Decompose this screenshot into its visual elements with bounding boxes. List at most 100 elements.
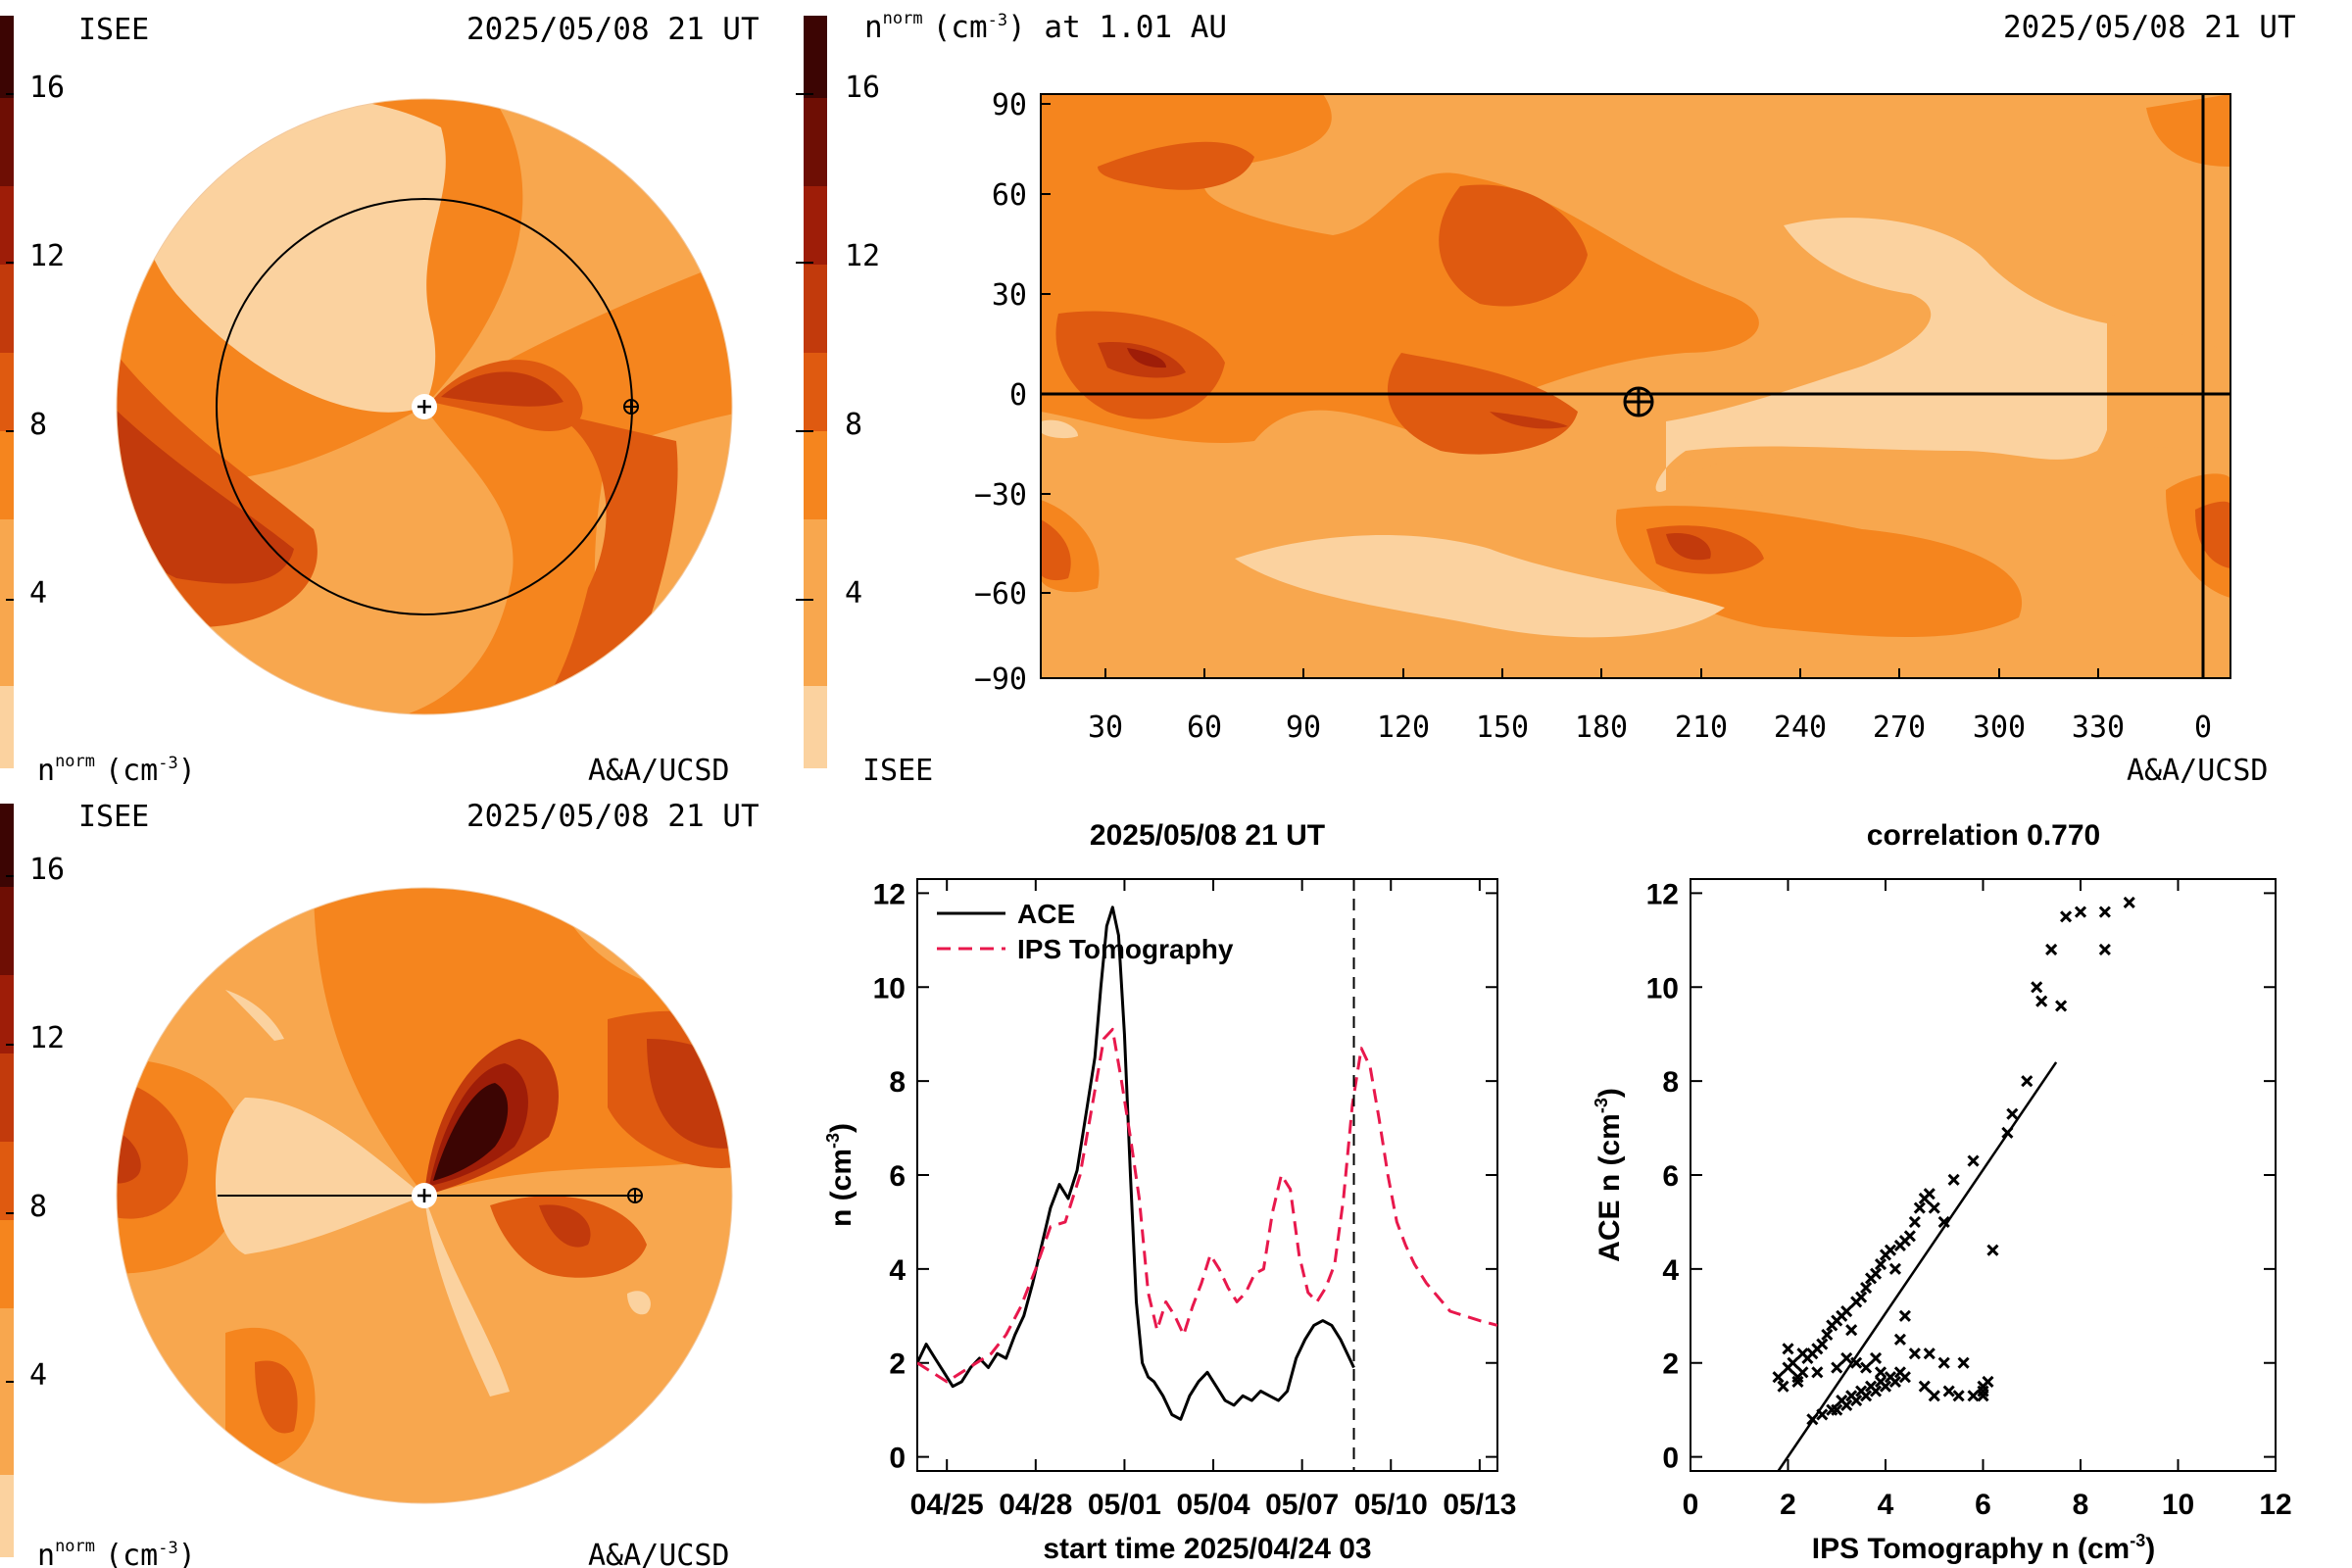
y-tick-label: 10 bbox=[1646, 972, 1679, 1004]
sun-plus-icon bbox=[417, 1189, 431, 1202]
y-tick-label: 6 bbox=[889, 1160, 906, 1193]
scatter-point bbox=[1898, 1309, 1911, 1322]
synoptic-map bbox=[1041, 94, 2230, 678]
colorbar-tick-label: 12 bbox=[29, 1021, 65, 1055]
scatter-point bbox=[2021, 1075, 2034, 1088]
scatter-point bbox=[1967, 1390, 1980, 1402]
sun-plus-icon bbox=[417, 400, 431, 414]
panel-datetime: 2025/05/08 21 UT bbox=[2003, 10, 2296, 45]
y-tick-label: 12 bbox=[1646, 878, 1679, 910]
scatter-point bbox=[1791, 1371, 1804, 1384]
scatter-point bbox=[1869, 1267, 1883, 1280]
scatter-point bbox=[2098, 943, 2111, 956]
scatter-point bbox=[1893, 1333, 1906, 1346]
scatter-point bbox=[1850, 1356, 1863, 1369]
scatter-point bbox=[1787, 1356, 1799, 1369]
x-tick-label: 300 bbox=[1973, 710, 2026, 745]
x-tick-label: 270 bbox=[1873, 710, 1926, 745]
y-tick-label: 0 bbox=[1662, 1443, 1679, 1475]
colorbar-band bbox=[0, 16, 14, 98]
scatter-point bbox=[1860, 1390, 1873, 1402]
x-tick-label: 12 bbox=[2259, 1489, 2291, 1521]
x-tick-label: 6 bbox=[1975, 1489, 1991, 1521]
y-tick-label: 60 bbox=[992, 178, 1027, 213]
scatter-point bbox=[1928, 1390, 1940, 1402]
y-tick-label: −60 bbox=[974, 577, 1027, 612]
x-tick-label: 60 bbox=[1187, 710, 1222, 745]
y-tick-label: 12 bbox=[873, 878, 906, 910]
synoptic-panel: 4 8 12 16 nnorm (cm-3) at 1.01 AU 2025/05… bbox=[796, 9, 2296, 788]
scatter-point bbox=[2055, 1000, 2068, 1012]
y-tick-label: 30 bbox=[992, 278, 1027, 313]
colorbar-tick-label: 16 bbox=[29, 71, 65, 105]
x-tick-label: 05/10 bbox=[1354, 1489, 1428, 1521]
ips-series-line bbox=[917, 1027, 1497, 1384]
colorbar-tick-label: 16 bbox=[29, 853, 65, 887]
colorbar-band bbox=[0, 1308, 14, 1475]
credit-label: A&A/UCSD bbox=[2127, 754, 2269, 788]
colorbar-tick-label: 8 bbox=[845, 408, 862, 442]
scatter-x-label: IPS Tomography n (cm-3) bbox=[1812, 1531, 2156, 1565]
scatter-axes: 0 2 4 6 8 10 12 0 2 4 6 8 10 12 bbox=[1646, 878, 2292, 1521]
colorbar-tick-label: 4 bbox=[29, 1358, 47, 1393]
timeseries-panel: 2025/05/08 21 UT 0 2 4 6 8 10 12 04/25 04/28 05/0… bbox=[823, 819, 1516, 1565]
y-tick-label: 6 bbox=[1662, 1160, 1679, 1193]
y-tick-label: 90 bbox=[992, 88, 1027, 122]
scatter-point bbox=[1772, 1371, 1785, 1384]
x-tick-label: 90 bbox=[1286, 710, 1321, 745]
y-tick-label: −30 bbox=[974, 478, 1027, 513]
scatter-point bbox=[1903, 1230, 1916, 1243]
colorbar-tick-label: 4 bbox=[845, 576, 862, 611]
timeseries-axes: 0 2 4 6 8 10 12 04/25 04/28 05/01 05/04 05/07 05/10 0… bbox=[873, 878, 1517, 1521]
synoptic-colorbar: 4 8 12 16 bbox=[796, 16, 880, 768]
timeseries-y-label: n (cm-3) bbox=[823, 1123, 858, 1227]
y-tick-label: 4 bbox=[1662, 1254, 1679, 1287]
colorbar-title: nnorm (cm-3) bbox=[37, 1537, 196, 1568]
eq-top-colorbar: 4 8 12 16 bbox=[0, 16, 65, 768]
scatter-point bbox=[1777, 1380, 1789, 1393]
synoptic-y-axis: 90 60 30 0 −30 −60 −90 bbox=[974, 88, 1051, 697]
scatter-point bbox=[1913, 1201, 1926, 1214]
x-tick-label: 04/25 bbox=[910, 1489, 984, 1521]
earth-marker-icon bbox=[623, 399, 639, 415]
x-tick-label: 0 bbox=[1683, 1489, 1699, 1521]
x-tick-label: 210 bbox=[1675, 710, 1728, 745]
org-label: ISEE bbox=[78, 13, 149, 47]
colorbar-band bbox=[0, 98, 14, 186]
scatter-point bbox=[1982, 1375, 1994, 1388]
y-tick-label: 10 bbox=[873, 972, 906, 1004]
timeseries-x-label: start time 2025/04/24 03 bbox=[1043, 1533, 1371, 1565]
ace-series-line bbox=[917, 906, 1355, 1421]
y-tick-label: 0 bbox=[889, 1443, 906, 1475]
colorbar-band bbox=[0, 519, 14, 686]
colorbar-band bbox=[0, 804, 14, 887]
timeseries-frame bbox=[916, 878, 1498, 1472]
colorbar-tick-label: 12 bbox=[29, 239, 65, 273]
scatter-point bbox=[1840, 1304, 1853, 1318]
x-tick-label: 04/28 bbox=[999, 1489, 1072, 1521]
scatter-point bbox=[1855, 1291, 1868, 1303]
scatter-point bbox=[1821, 1328, 1834, 1342]
x-tick-label: 240 bbox=[1774, 710, 1827, 745]
timeseries-lines bbox=[917, 906, 1497, 1421]
colorbar-band bbox=[0, 686, 14, 768]
x-tick-label: 05/04 bbox=[1177, 1489, 1250, 1521]
x-tick-label: 10 bbox=[2162, 1489, 2194, 1521]
x-tick-label: 120 bbox=[1377, 710, 1430, 745]
scatter-point bbox=[1923, 1348, 1936, 1360]
colorbar-band bbox=[0, 887, 14, 975]
scatter-point bbox=[1860, 1281, 1873, 1295]
scatter-point bbox=[1816, 1338, 1829, 1350]
scatter-point bbox=[2045, 943, 2058, 956]
scatter-y-label: ACE n (cm-3) bbox=[1592, 1088, 1626, 1262]
x-tick-label: 05/13 bbox=[1443, 1489, 1516, 1521]
colorbar-tick-label: 4 bbox=[29, 576, 47, 611]
scatter-point bbox=[1923, 1188, 1936, 1200]
earth-marker-icon bbox=[1623, 386, 1654, 417]
colorbar-band bbox=[804, 431, 827, 519]
x-tick-label: 150 bbox=[1476, 710, 1529, 745]
earth-marker-icon bbox=[627, 1188, 643, 1203]
scatter-point bbox=[1831, 1403, 1843, 1416]
synoptic-frame bbox=[1040, 93, 2231, 679]
x-tick-label: 330 bbox=[2072, 710, 2125, 745]
